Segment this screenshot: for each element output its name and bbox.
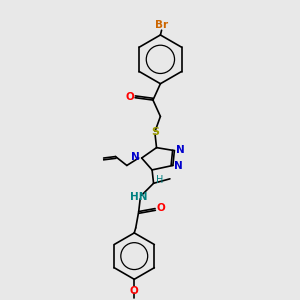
Text: N: N: [175, 161, 183, 171]
Text: HN: HN: [130, 192, 148, 202]
Text: O: O: [156, 203, 165, 213]
Text: N: N: [131, 152, 140, 162]
Text: S: S: [151, 127, 159, 137]
Text: N: N: [176, 145, 185, 155]
Text: O: O: [130, 286, 139, 296]
Text: H: H: [156, 175, 164, 185]
Text: O: O: [125, 92, 134, 102]
Text: Br: Br: [155, 20, 169, 30]
